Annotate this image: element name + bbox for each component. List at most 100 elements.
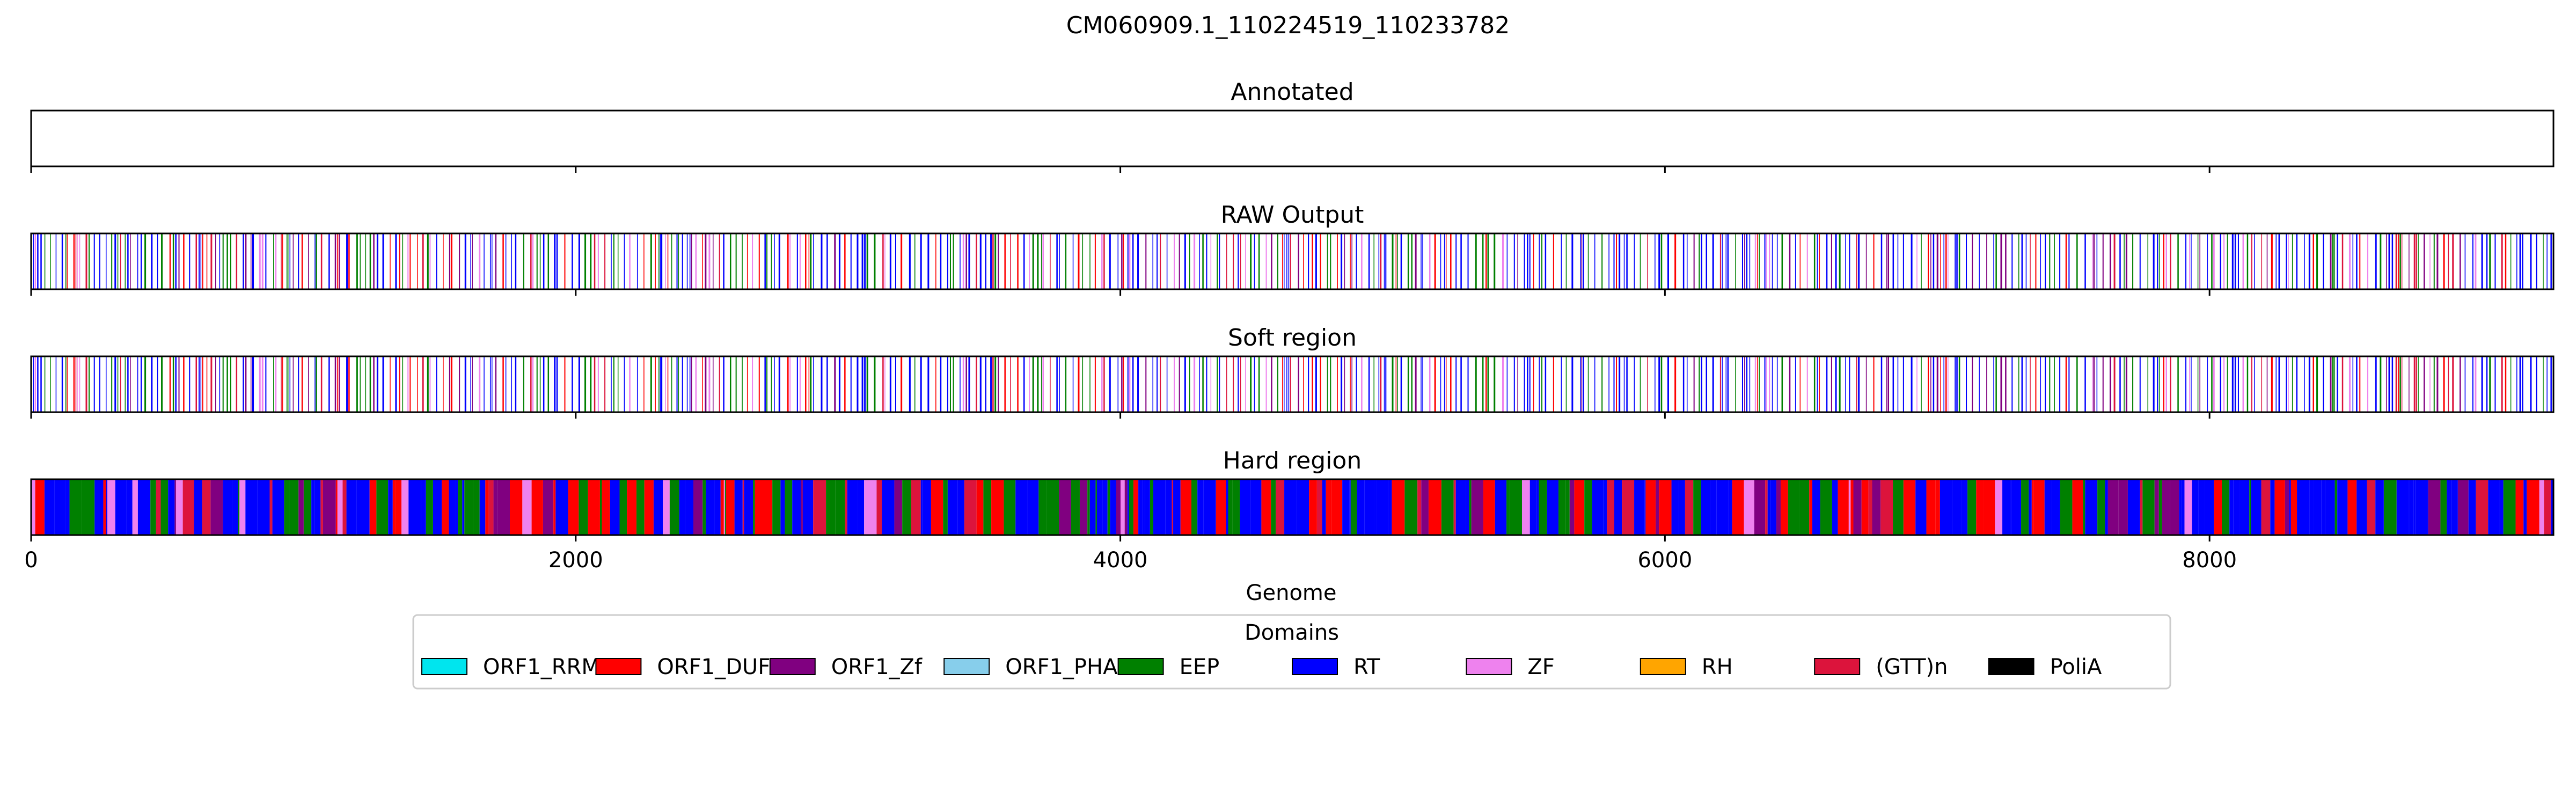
track-frame	[30, 232, 2555, 290]
domain-segment	[2423, 356, 2425, 412]
domain-segment	[2124, 356, 2125, 412]
domain-segment	[1079, 479, 1088, 535]
domain-segment	[994, 356, 997, 412]
domain-segment	[261, 356, 264, 412]
legend-swatch	[1988, 658, 2035, 675]
domain-segment	[2242, 233, 2244, 289]
domain-segment	[1533, 233, 1534, 289]
domain-segment	[597, 356, 599, 412]
domain-segment	[2113, 356, 2116, 412]
domain-segment	[2523, 479, 2527, 535]
domain-segment	[1434, 233, 1436, 289]
domain-segment	[1258, 233, 1260, 289]
domain-segment	[2237, 233, 2239, 289]
domain-segment	[660, 356, 661, 412]
domain-segment	[2275, 356, 2277, 412]
domain-segment	[2383, 479, 2397, 535]
domain-segment	[702, 479, 706, 535]
domain-segment	[1377, 479, 1388, 535]
domain-segment	[1132, 356, 1134, 412]
domain-segment	[161, 356, 163, 412]
domain-segment	[2184, 479, 2192, 535]
domain-segment	[522, 479, 532, 535]
domain-segment	[1290, 356, 1291, 412]
domain-segment	[1320, 356, 1321, 412]
domain-segment	[2005, 233, 2007, 289]
domain-segment	[168, 479, 175, 535]
domain-segment	[2165, 233, 2168, 289]
domain-segment	[328, 356, 330, 412]
domain-segment	[1781, 233, 1783, 289]
domain-segment	[1191, 479, 1198, 535]
domain-segment	[282, 233, 283, 289]
domain-segment	[1812, 479, 1817, 535]
domain-segment	[613, 356, 614, 412]
domain-segment	[2334, 356, 2336, 412]
domain-segment	[964, 479, 977, 535]
domain-segment	[1741, 356, 1743, 412]
domain-segment	[1082, 356, 1084, 412]
domain-segment	[2388, 233, 2390, 289]
domain-segment	[2395, 356, 2397, 412]
domain-segment	[314, 233, 316, 289]
domain-segment	[789, 356, 791, 412]
domain-segment	[2002, 479, 2010, 535]
domain-segment	[2011, 233, 2013, 289]
domain-segment	[2359, 233, 2361, 289]
domain-segment	[834, 233, 836, 289]
domain-segment	[1539, 233, 1540, 289]
domain-segment	[1041, 233, 1042, 289]
domain-segment	[2179, 479, 2182, 535]
domain-segment	[2440, 479, 2443, 535]
domain-segment	[708, 233, 711, 289]
domain-segment	[442, 479, 449, 535]
domain-segment	[1199, 233, 1200, 289]
domain-segment	[2396, 479, 2409, 535]
domain-segment	[1735, 233, 1736, 289]
domain-segment	[2233, 479, 2240, 535]
domain-segment	[1121, 356, 1123, 412]
domain-segment	[1789, 233, 1791, 289]
domain-segment	[1887, 356, 1889, 412]
domain-segment	[1356, 233, 1357, 289]
domain-segment	[261, 233, 264, 289]
domain-segment	[1308, 233, 1309, 289]
domain-segment	[2356, 356, 2358, 412]
domain-segment	[1482, 356, 1484, 412]
domain-segment	[219, 356, 221, 412]
domain-segment	[2388, 356, 2390, 412]
domain-segment	[2158, 356, 2160, 412]
domain-segment	[436, 233, 437, 289]
domain-segment	[127, 233, 129, 289]
domain-segment	[1759, 233, 1760, 289]
domain-segment	[1421, 479, 1429, 535]
domain-segment	[369, 479, 377, 535]
legend-item: ORF1_DUF	[595, 655, 770, 679]
domain-segment	[2147, 356, 2148, 412]
domain-segment	[2091, 233, 2093, 289]
domain-segment	[1506, 479, 1510, 535]
domain-segment	[1616, 233, 1618, 289]
domain-segment	[2476, 479, 2489, 535]
domain-segment	[2093, 233, 2095, 289]
domain-segment	[458, 479, 463, 535]
domain-segment	[2341, 233, 2344, 289]
domain-segment	[316, 233, 317, 289]
domain-segment	[2113, 233, 2116, 289]
domain-segment	[572, 233, 573, 289]
domain-segment	[2330, 356, 2332, 412]
domain-segment	[796, 356, 798, 412]
domain-segment	[337, 233, 339, 289]
domain-segment	[1041, 356, 1042, 412]
domain-segment	[834, 356, 836, 412]
domain-segment	[1693, 479, 1701, 535]
legend: Domains ORF1_RRM ORF1_DUF ORF1_Zf ORF1_PHA EE…	[412, 614, 2171, 690]
domain-segment	[2337, 479, 2348, 535]
domain-segment	[1059, 356, 1060, 412]
domain-segment	[2352, 233, 2354, 289]
domain-segment	[695, 356, 697, 412]
domain-segment	[864, 479, 877, 535]
domain-segment	[644, 479, 654, 535]
domain-segment	[1415, 233, 1417, 289]
domain-segment	[2489, 356, 2491, 412]
